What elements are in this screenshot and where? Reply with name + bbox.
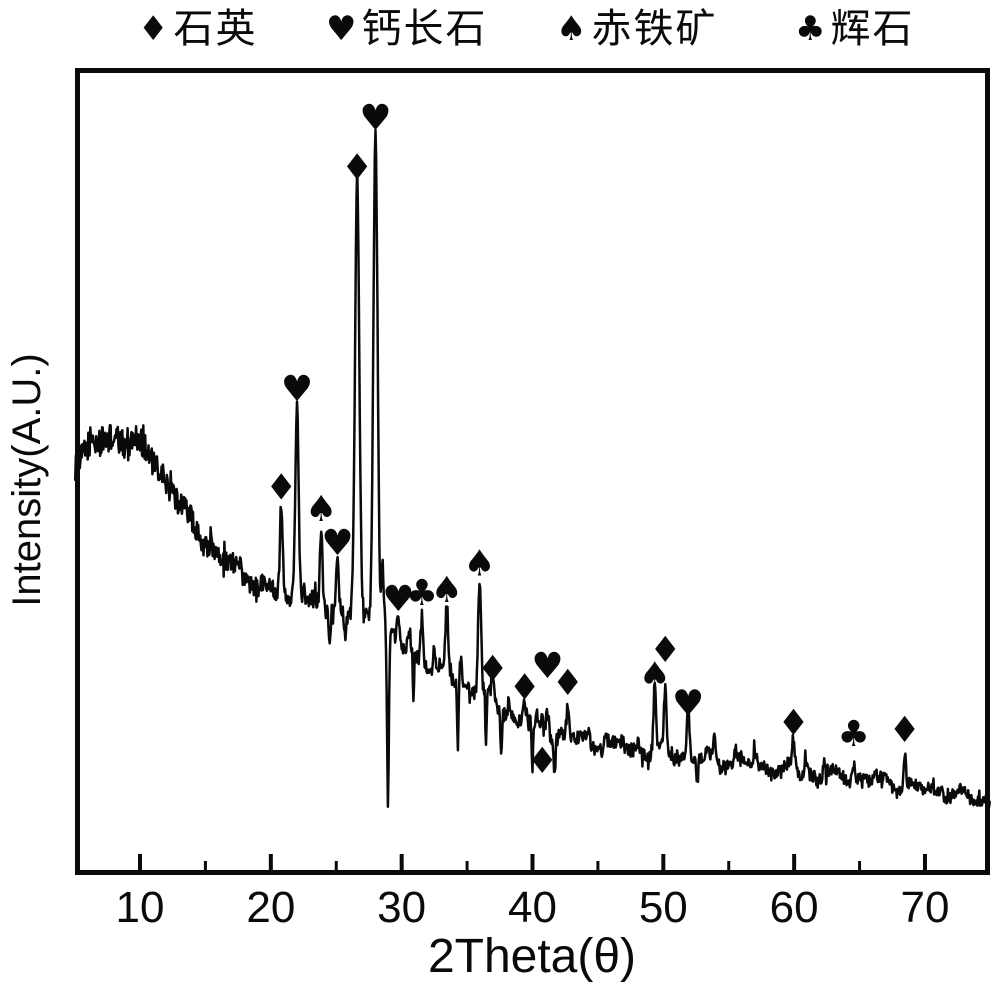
legend-label-quartz: 石英 xyxy=(173,6,258,52)
legend-item-pyroxene: ♣ 辉石 xyxy=(795,6,914,52)
peak-marker-heart: ♥ xyxy=(281,369,313,410)
peak-marker-diamond: ♦ xyxy=(889,710,921,751)
club-suit-icon: ♣ xyxy=(795,9,826,49)
legend-item-quartz: ♦ 石英 xyxy=(138,6,257,52)
x-tick-label: 60 xyxy=(770,883,819,932)
x-tick-label: 10 xyxy=(116,883,165,932)
peak-marker-club: ♣ xyxy=(838,714,870,755)
peak-marker-diamond: ♦ xyxy=(476,649,508,690)
legend-label-hematite: 赤铁矿 xyxy=(591,6,718,52)
y-axis-title: Intensity(A.U.) xyxy=(5,353,49,606)
x-tick-label: 40 xyxy=(508,883,557,932)
x-tick-label: 30 xyxy=(377,883,426,932)
legend-item-hematite: ♠ 赤铁矿 xyxy=(556,6,717,52)
peak-marker-heart: ♥ xyxy=(382,579,414,620)
peak-marker-spade: ♠ xyxy=(463,544,495,585)
peak-marker-spade: ♠ xyxy=(305,489,337,530)
legend-label-pyroxene: 辉石 xyxy=(830,6,915,52)
peak-marker-spade: ♠ xyxy=(431,570,463,611)
x-axis-title: 2Theta(θ) xyxy=(428,930,636,983)
x-tick-label: 20 xyxy=(246,883,295,932)
diamond-suit-icon: ♦ xyxy=(138,9,169,49)
peak-marker-club: ♣ xyxy=(406,573,438,614)
legend-item-anorthite: ♥ 钙长石 xyxy=(326,6,487,52)
legend: ♦ 石英 ♥ 钙长石 ♠ 赤铁矿 ♣ 辉石 xyxy=(0,0,1000,60)
peak-marker-diamond: ♦ xyxy=(552,663,584,704)
peak-marker-heart: ♥ xyxy=(359,98,391,139)
peak-marker-heart: ♥ xyxy=(531,646,563,687)
heart-suit-icon: ♥ xyxy=(326,9,357,49)
peak-marker-diamond: ♦ xyxy=(341,148,373,189)
peak-marker-diamond: ♦ xyxy=(649,630,681,671)
peak-marker-diamond: ♦ xyxy=(777,703,809,744)
x-tick-label: 70 xyxy=(901,883,950,932)
plot-dynamic-layer: 10 20 30 40 50 60 70♦♥♠♥♦♥♥♣♠♠♦ ♦♦♥♦ ♠♦♥ ♦ ♣ ♦ xyxy=(73,68,991,932)
xrd-trace xyxy=(73,128,991,809)
peak-marker-heart: ♥ xyxy=(672,684,704,725)
peak-marker-diamond: ♦ xyxy=(526,741,558,782)
legend-label-anorthite: 钙长石 xyxy=(361,6,488,52)
peak-marker-spade: ♠ xyxy=(639,656,671,697)
peak-marker-diamond: ♦ xyxy=(508,668,540,709)
x-tick-label: 50 xyxy=(639,883,688,932)
peak-marker-heart: ♥ xyxy=(321,523,353,564)
spade-suit-icon: ♠ xyxy=(556,9,587,49)
peak-marker-diamond: ♦ xyxy=(265,468,297,509)
